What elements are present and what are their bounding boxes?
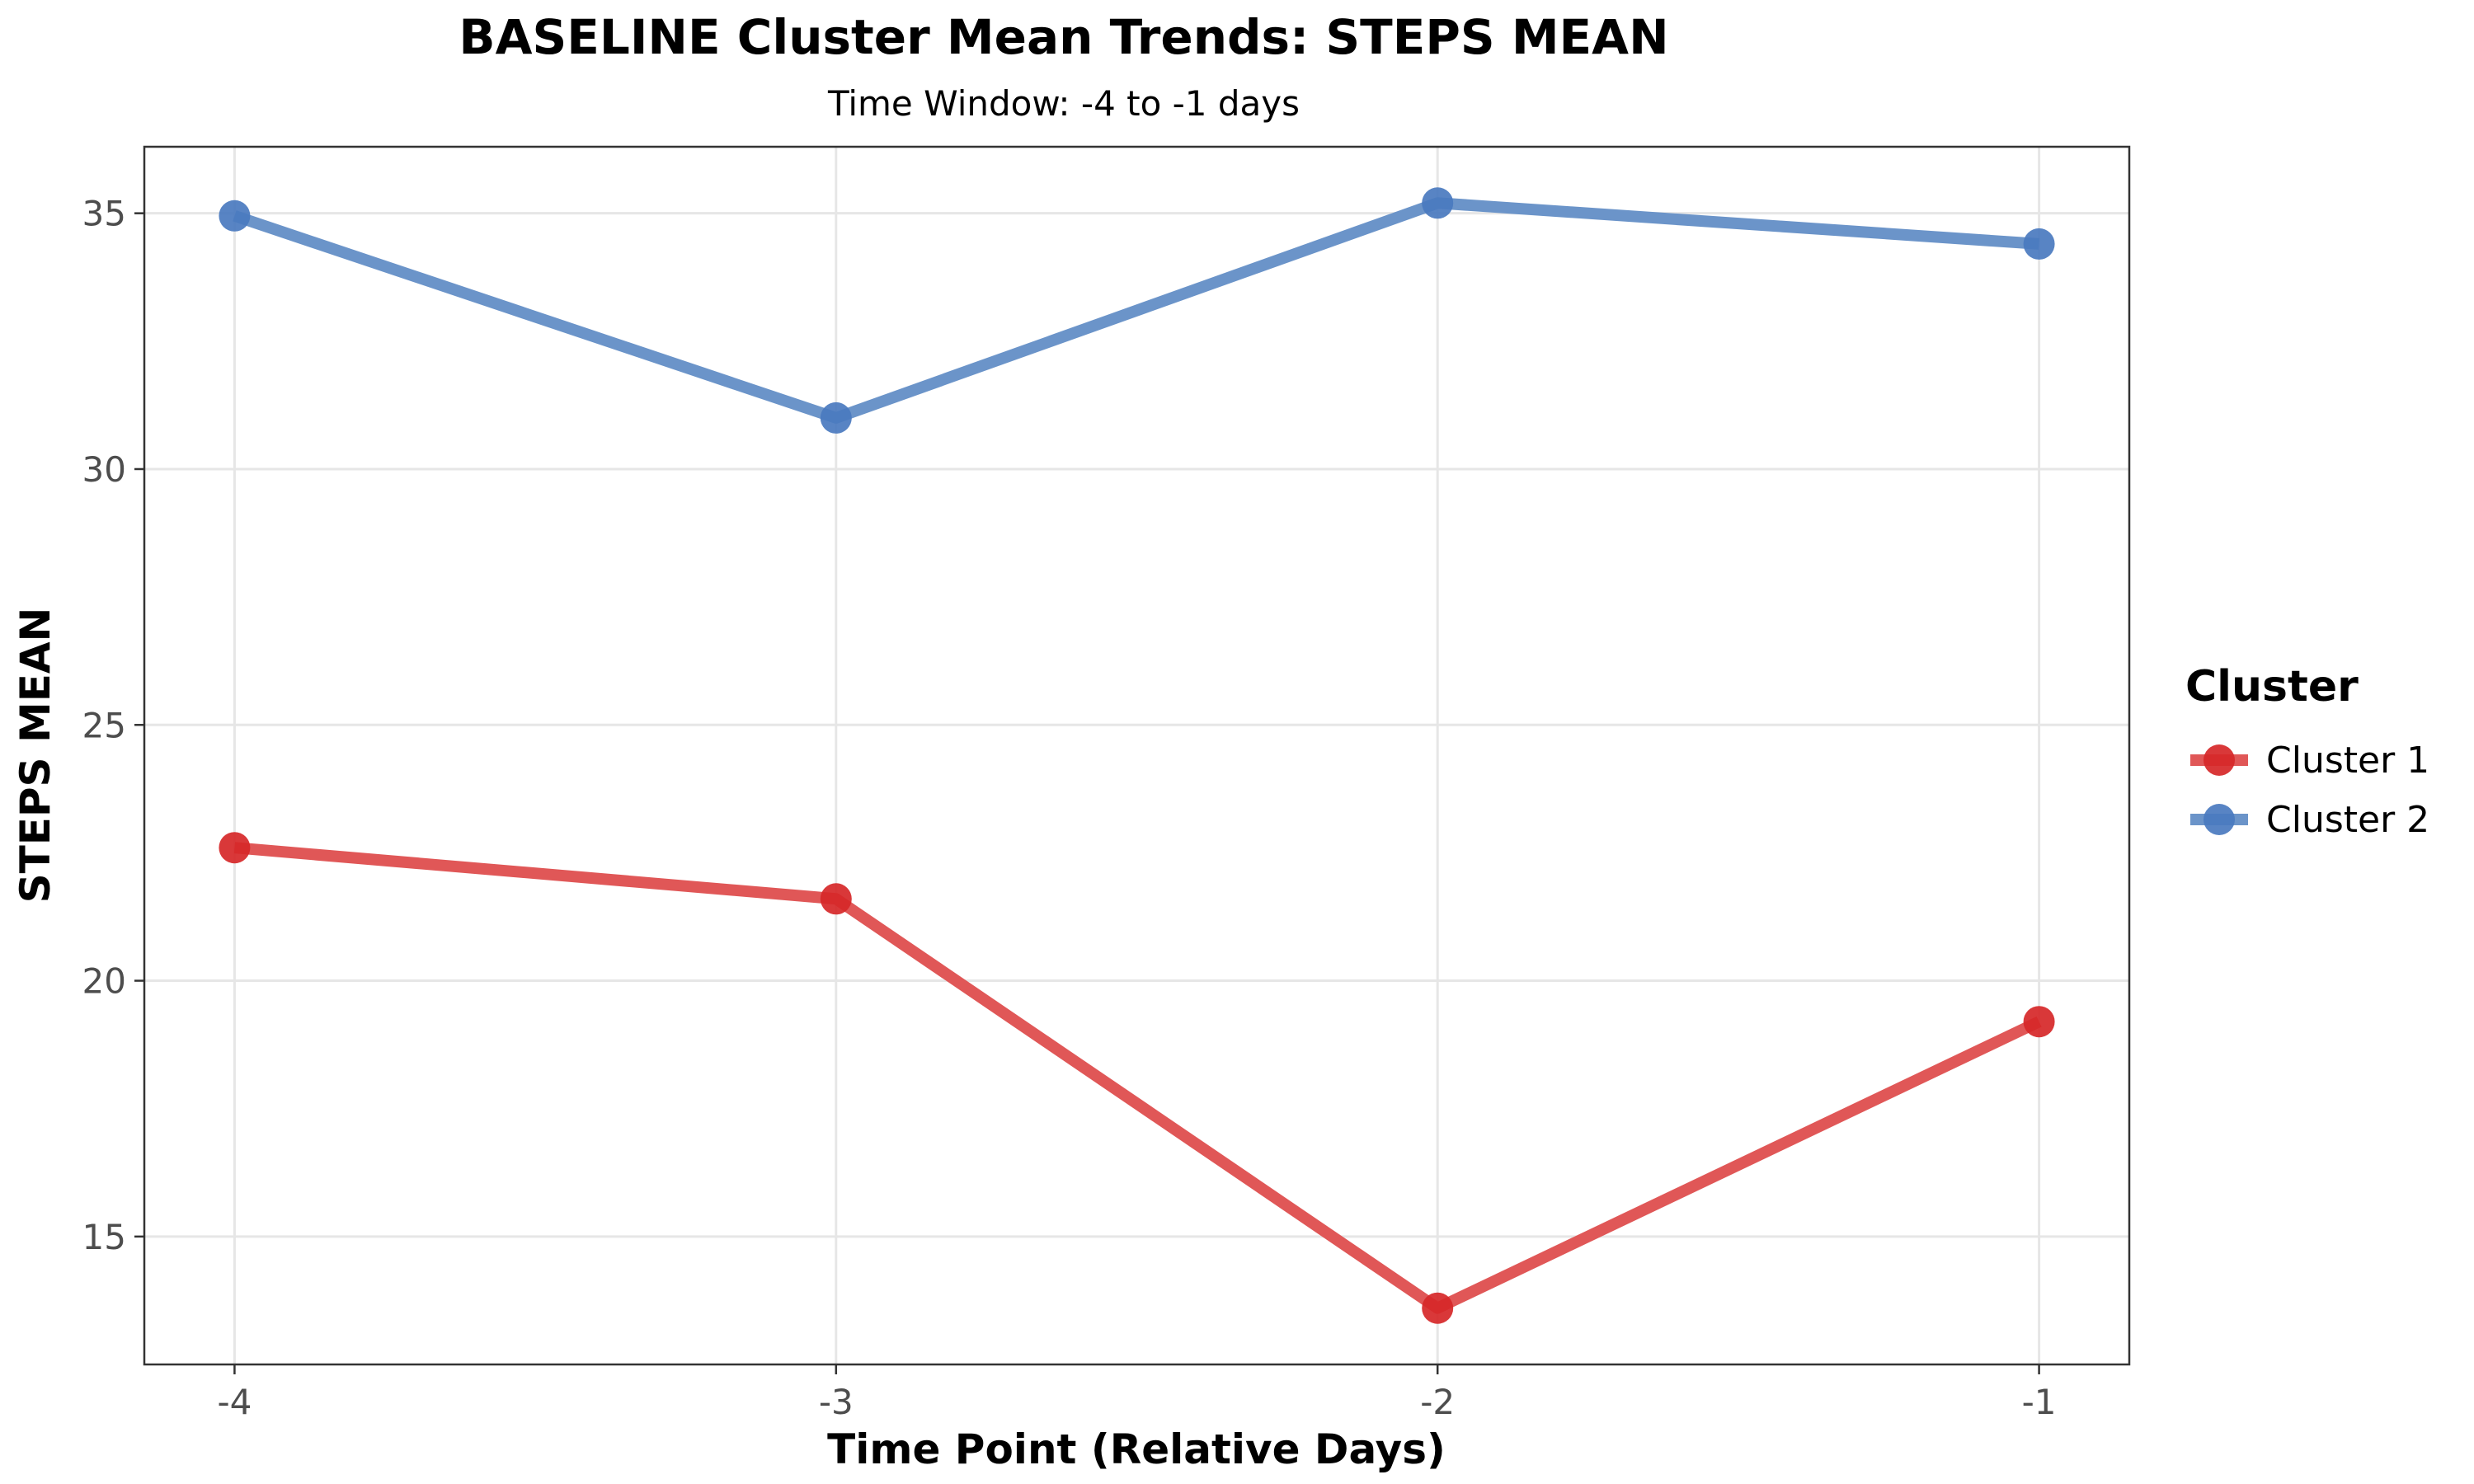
x-tick-label: -1 bbox=[2022, 1382, 2057, 1422]
data-point bbox=[1422, 187, 1454, 219]
legend-title: Cluster bbox=[2185, 662, 2359, 711]
legend: Cluster Cluster 1 Cluster 2 bbox=[2185, 662, 2429, 841]
x-tick-label: -4 bbox=[217, 1382, 252, 1422]
chart-title: BASELINE Cluster Mean Trends: STEPS MEAN bbox=[459, 9, 1668, 65]
data-point bbox=[820, 402, 852, 434]
legend-point-key bbox=[2204, 804, 2235, 835]
legend-item: Cluster 2 bbox=[2190, 799, 2429, 841]
y-tick-label: 25 bbox=[82, 705, 126, 745]
data-point bbox=[2023, 228, 2055, 260]
series-2 bbox=[219, 187, 2055, 434]
data-point bbox=[820, 883, 852, 915]
grid-lines bbox=[144, 147, 2129, 1364]
y-tick-label: 20 bbox=[82, 961, 126, 1002]
legend-item: Cluster 1 bbox=[2190, 740, 2429, 782]
legend-label: Cluster 1 bbox=[2266, 740, 2429, 782]
data-point bbox=[1422, 1292, 1454, 1324]
y-tick-label: 15 bbox=[82, 1217, 126, 1257]
y-axis-title: STEPS MEAN bbox=[12, 608, 59, 904]
data-point bbox=[219, 832, 251, 864]
chart-subtitle: Time Window: -4 to -1 days bbox=[827, 83, 1300, 124]
axis-ticks: -4 -3 -2 -1 15 20 25 30 35 bbox=[82, 194, 2057, 1422]
data-point bbox=[2023, 1006, 2055, 1038]
plot-frame bbox=[143, 145, 2131, 1366]
series-line bbox=[233, 197, 2040, 424]
x-axis-title: Time Point (Relative Days) bbox=[827, 1425, 1446, 1473]
legend-items: Cluster 1 Cluster 2 bbox=[2190, 740, 2429, 841]
legend-label: Cluster 2 bbox=[2266, 799, 2429, 841]
legend-point-key bbox=[2204, 744, 2235, 776]
series-1 bbox=[219, 832, 2055, 1324]
series-line bbox=[233, 842, 2042, 1314]
y-tick-label: 30 bbox=[82, 449, 126, 490]
x-tick-label: -2 bbox=[1420, 1382, 1455, 1422]
series-layer bbox=[219, 187, 2055, 1324]
x-tick-label: -3 bbox=[819, 1382, 854, 1422]
y-tick-label: 35 bbox=[82, 194, 126, 234]
data-point bbox=[219, 200, 251, 232]
